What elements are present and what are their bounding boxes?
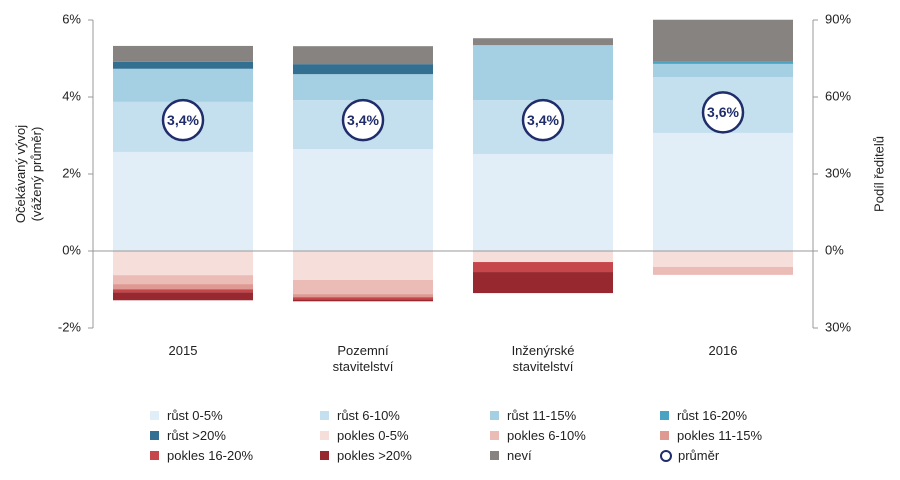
legend-item: průměr: [660, 448, 830, 463]
bar-segment: [293, 74, 433, 101]
legend-swatch: [490, 431, 499, 440]
bar-segment: [293, 299, 433, 302]
y2-axis-title: Podíl ředitelů: [871, 136, 886, 212]
average-label: 3,6%: [707, 104, 739, 120]
bar-segment: [113, 284, 253, 290]
x-tick-label: Pozemní stavitelství: [332, 343, 394, 374]
legend-item: pokles 0-5%: [320, 428, 490, 443]
legend-swatch: [320, 431, 329, 440]
average-marker: [161, 98, 205, 142]
legend-label: pokles 0-5%: [337, 428, 409, 443]
bar-segment: [473, 45, 613, 101]
bar-segment: [653, 19, 793, 62]
y2-tick-label: 0%: [825, 242, 844, 257]
legend-label: neví: [507, 448, 532, 463]
legend-swatch: [150, 411, 159, 420]
y-tick-label: 6%: [62, 11, 81, 26]
bar-segment: [473, 262, 613, 273]
bar-segment: [473, 38, 613, 46]
legend-item: pokles >20%: [320, 448, 490, 463]
y-axis-title: Očekávaný vývoj(vážený průměr): [13, 125, 44, 223]
bar-segment: [113, 289, 253, 293]
x-tick-label: Inženýrské stavitelství: [511, 343, 575, 374]
average-marker: [701, 91, 745, 134]
bar-segment: [293, 280, 433, 295]
legend-label: růst 6-10%: [337, 408, 400, 423]
x-tick-label: 2016: [708, 343, 738, 358]
y-tick-label: -2%: [58, 319, 82, 334]
y-axis-title-line: (vážený průměr): [29, 127, 44, 222]
bar-segment: [473, 251, 613, 263]
legend-item: neví: [490, 448, 660, 463]
y2-tick-label: 60%: [825, 88, 851, 103]
legend-item: pokles 11-15%: [660, 428, 830, 443]
bar-segment: [293, 64, 433, 75]
legend-item: růst >20%: [150, 428, 320, 443]
legend-label: pokles 16-20%: [167, 448, 253, 463]
legend-label: průměr: [678, 448, 720, 463]
bar-segment: [653, 63, 793, 77]
y-tick-label: 4%: [62, 88, 81, 103]
legend-label: pokles 6-10%: [507, 428, 586, 443]
bar-segment: [293, 251, 433, 281]
average-marker: [341, 98, 385, 142]
y2-tick-label: 30%: [825, 319, 851, 334]
y2-tick-label: 30%: [825, 165, 851, 180]
legend-swatch: [490, 451, 499, 460]
bar-segment: [113, 45, 253, 62]
legend-label: pokles >20%: [337, 448, 412, 463]
bar-segment: [113, 292, 253, 301]
bar-segment: [293, 149, 433, 251]
bar-segment: [653, 251, 793, 267]
average-label: 3,4%: [347, 112, 379, 128]
legend-swatch: [320, 411, 329, 420]
average-marker: [521, 98, 565, 142]
bar-segment: [113, 61, 253, 69]
legend-label: růst 16-20%: [677, 408, 748, 423]
legend-swatch: [150, 451, 159, 460]
average-label: 3,4%: [167, 112, 199, 128]
average-label: 3,4%: [527, 112, 559, 128]
legend-item: růst 6-10%: [320, 408, 490, 423]
y2-tick-label: 90%: [825, 11, 851, 26]
bar-segment: [113, 151, 253, 251]
legend-label: růst 0-5%: [167, 408, 223, 423]
bar-segment: [653, 132, 793, 251]
legend-item: pokles 6-10%: [490, 428, 660, 443]
legend-swatch: [660, 449, 672, 462]
legend-swatch: [660, 431, 669, 440]
bar-segment: [113, 275, 253, 285]
bar-segment: [293, 46, 433, 65]
legend-label: růst 11-15%: [507, 408, 577, 423]
legend-item: růst 11-15%: [490, 408, 660, 423]
bar-segment: [473, 153, 613, 251]
y-axis-title-line: Očekávaný vývoj: [13, 125, 28, 223]
bar-segment: [293, 297, 433, 300]
legend-item: růst 0-5%: [150, 408, 320, 423]
bar-segment: [653, 266, 793, 275]
legend: růst 0-5% růst 6-10% růst 11-15% růst 16-20…: [150, 408, 830, 463]
legend-swatch: [490, 411, 499, 420]
legend-swatch: [150, 431, 159, 440]
bar-segment: [653, 61, 793, 64]
bar-segment: [113, 251, 253, 276]
bar-segment: [113, 68, 253, 102]
legend-swatch: [660, 411, 669, 420]
legend-swatch: [320, 451, 329, 460]
y-tick-label: 2%: [62, 165, 81, 180]
legend-label: pokles 11-15%: [677, 428, 763, 443]
y-tick-label: 0%: [62, 242, 81, 257]
legend-item: pokles 16-20%: [150, 448, 320, 463]
bar-segment: [293, 294, 433, 298]
x-tick-label: 2015: [168, 343, 198, 358]
plot: -2% 0% 2% 4% 6% 30% 0% 30% 60% 90% 3,4% 3,4% 3,4% 3,6…: [13, 11, 886, 334]
bar-segment: [473, 272, 613, 294]
legend-label: růst >20%: [167, 428, 226, 443]
legend-item: růst 16-20%: [660, 408, 830, 423]
